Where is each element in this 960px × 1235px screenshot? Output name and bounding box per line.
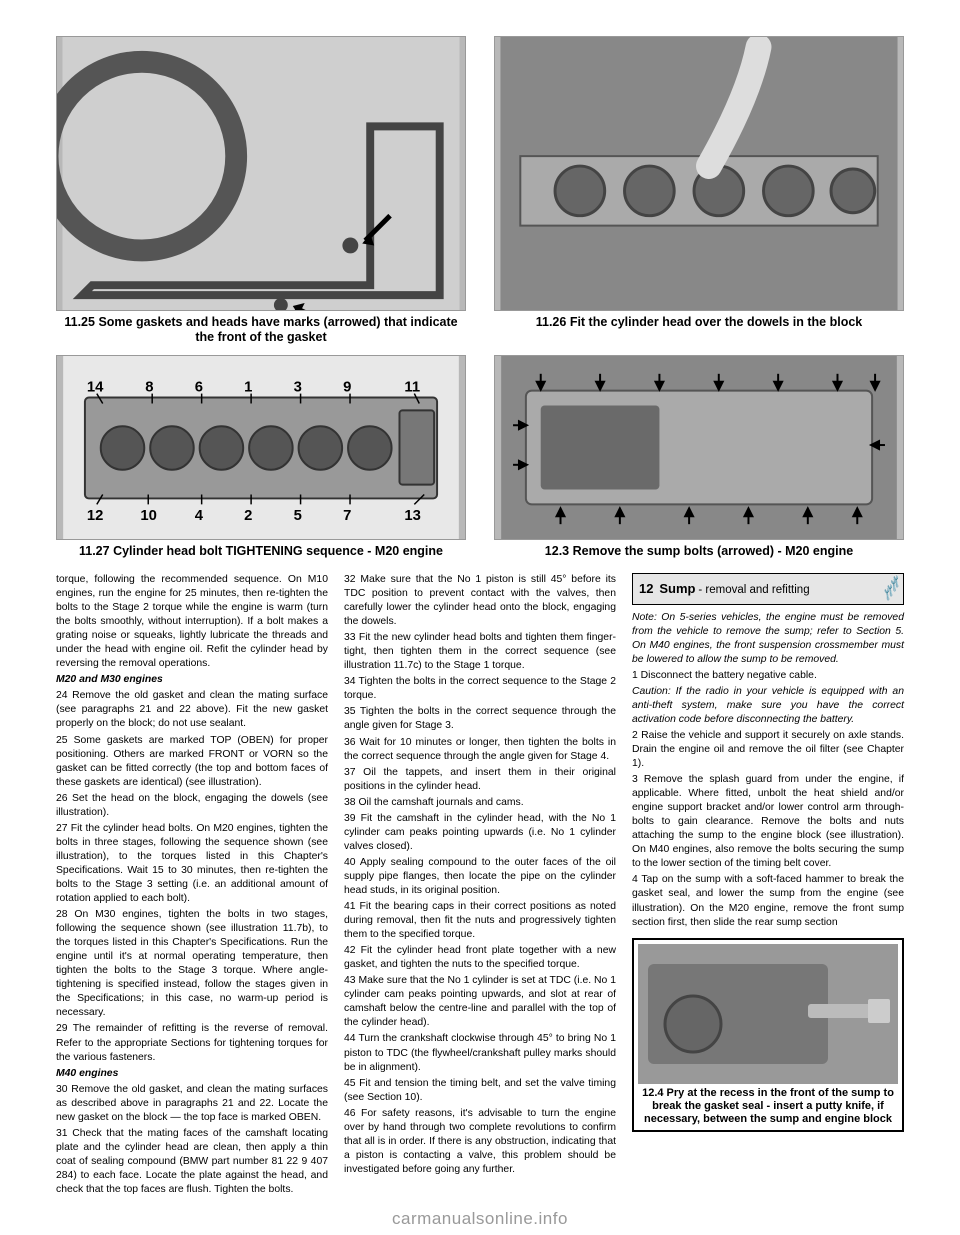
image-gasket-marks xyxy=(56,36,466,311)
seq-3: 3 xyxy=(294,380,302,396)
seq-11: 11 xyxy=(404,380,420,396)
section-title: Sump xyxy=(659,581,695,596)
seq-9: 9 xyxy=(343,380,351,396)
para: 42 Fit the cylinder head front plate tog… xyxy=(344,944,616,972)
para: 25 Some gaskets are marked TOP (OBEN) fo… xyxy=(56,734,328,790)
image-sump-bolts xyxy=(494,355,904,540)
para: 28 On M30 engines, tighten the bolts in … xyxy=(56,908,328,1020)
section-sub: - removal and refitting xyxy=(698,584,809,596)
para: Note: On 5-series vehicles, the engine m… xyxy=(632,611,904,667)
para: 35 Tighten the bolts in the correct sequ… xyxy=(344,705,616,733)
image-bolt-sequence: 14 8 6 1 3 9 11 12 10 4 2 5 7 13 xyxy=(56,355,466,540)
caption-top-right: 11.26 Fit the cylinder head over the dow… xyxy=(494,315,904,330)
image-fit-head xyxy=(494,36,904,311)
para: 2 Raise the vehicle and support it secur… xyxy=(632,729,904,771)
para: 44 Turn the crankshaft clockwise through… xyxy=(344,1032,616,1074)
para: 26 Set the head on the block, engaging t… xyxy=(56,792,328,820)
section-banner-sump: 12 Sump - removal and refitting 🔧🔧🔧🔧 xyxy=(632,573,904,605)
para: 34 Tighten the bolts in the correct sequ… xyxy=(344,675,616,703)
para: 43 Make sure that the No 1 cylinder is s… xyxy=(344,974,616,1030)
inset-image xyxy=(638,944,898,1084)
watermark-text: carmanualsonline.info xyxy=(0,1209,960,1229)
para: 29 The remainder of refitting is the rev… xyxy=(56,1022,328,1064)
mid-image-row: 14 8 6 1 3 9 11 12 10 4 2 5 7 13 xyxy=(56,355,904,559)
seq-1: 1 xyxy=(244,380,252,396)
inset-caption: 12.4 Pry at the recess in the front of t… xyxy=(638,1087,898,1127)
top-image-row: 11.25 Some gaskets and heads have marks … xyxy=(56,36,904,345)
seq-6: 6 xyxy=(195,380,203,396)
caption-mid-right: 12.3 Remove the sump bolts (arrowed) - M… xyxy=(494,544,904,559)
subhead: M40 engines xyxy=(56,1067,328,1081)
seq-5: 5 xyxy=(294,508,302,524)
para: torque, following the recommended sequen… xyxy=(56,573,328,671)
para: 39 Fit the camshaft in the cylinder head… xyxy=(344,812,616,854)
para: 32 Make sure that the No 1 piston is sti… xyxy=(344,573,616,629)
seq-14: 14 xyxy=(87,380,104,396)
para: 3 Remove the splash guard from under the… xyxy=(632,773,904,871)
caption-mid-left: 11.27 Cylinder head bolt TIGHTENING sequ… xyxy=(56,544,466,559)
para: 33 Fit the new cylinder head bolts and t… xyxy=(344,631,616,673)
inset-figure-box: 12.4 Pry at the recess in the front of t… xyxy=(632,938,904,1133)
difficulty-icon: 🔧🔧🔧🔧 xyxy=(881,577,903,601)
para: 36 Wait for 10 minutes or longer, then t… xyxy=(344,736,616,764)
para: 31 Check that the mating faces of the ca… xyxy=(56,1127,328,1197)
para: 37 Oil the tappets, and insert them in t… xyxy=(344,766,616,794)
image-box-top-left: 11.25 Some gaskets and heads have marks … xyxy=(56,36,466,345)
image-box-mid-right: 12.3 Remove the sump bolts (arrowed) - M… xyxy=(494,355,904,559)
para: 40 Apply sealing compound to the outer f… xyxy=(344,856,616,898)
para: 41 Fit the bearing caps in their correct… xyxy=(344,900,616,942)
para: 38 Oil the camshaft journals and cams. xyxy=(344,796,616,810)
para: 45 Fit and tension the timing belt, and … xyxy=(344,1077,616,1105)
seq-8: 8 xyxy=(145,380,153,396)
para: 1 Disconnect the battery negative cable. xyxy=(632,669,904,683)
seq-4: 4 xyxy=(195,508,204,524)
seq-12: 12 xyxy=(87,508,104,524)
page-container: 11.25 Some gaskets and heads have marks … xyxy=(0,0,960,1235)
body-columns: torque, following the recommended sequen… xyxy=(56,573,904,1197)
para: 24 Remove the old gasket and clean the m… xyxy=(56,689,328,731)
image-box-top-right: 11.26 Fit the cylinder head over the dow… xyxy=(494,36,904,345)
para: 30 Remove the old gasket, and clean the … xyxy=(56,1083,328,1125)
seq-10: 10 xyxy=(140,508,157,524)
image-box-mid-left: 14 8 6 1 3 9 11 12 10 4 2 5 7 13 xyxy=(56,355,466,559)
para: 4 Tap on the sump with a soft-faced hamm… xyxy=(632,873,904,929)
caption-top-left: 11.25 Some gaskets and heads have marks … xyxy=(56,315,466,345)
seq-2: 2 xyxy=(244,508,252,524)
para: 27 Fit the cylinder head bolts. On M20 e… xyxy=(56,822,328,906)
para: 46 For safety reasons, it's advisable to… xyxy=(344,1107,616,1177)
section-number: 12 xyxy=(639,581,653,596)
para: Caution: If the radio in your vehicle is… xyxy=(632,685,904,727)
seq-7: 7 xyxy=(343,508,351,524)
subhead: M20 and M30 engines xyxy=(56,673,328,687)
seq-13: 13 xyxy=(404,508,421,524)
